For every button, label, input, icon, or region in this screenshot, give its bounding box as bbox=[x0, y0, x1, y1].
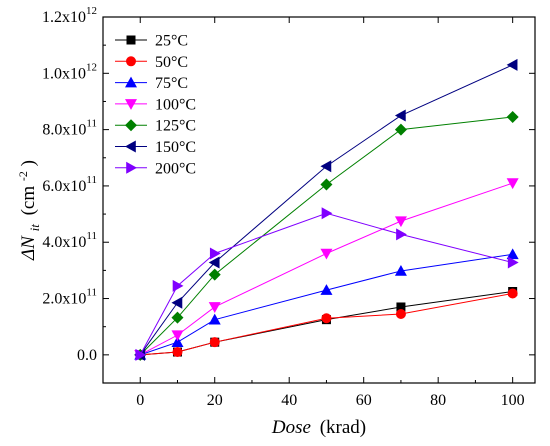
legend-item: 75°C bbox=[115, 75, 188, 92]
marker-triangle-up bbox=[320, 284, 333, 295]
marker-diamond bbox=[208, 268, 221, 281]
x-axis-title-unit: (krad) bbox=[320, 417, 366, 438]
legend-label: 25°C bbox=[155, 33, 188, 50]
x-axis-title-italic: Dose bbox=[271, 417, 311, 438]
y-tick-label: 1.0x1012 bbox=[42, 61, 97, 82]
marker-triangle-left bbox=[320, 160, 332, 173]
x-tick-label: 0 bbox=[136, 392, 144, 409]
marker-triangle-down bbox=[506, 178, 519, 190]
marker-triangle-down bbox=[125, 99, 137, 110]
series-line bbox=[140, 292, 513, 356]
series-125°C bbox=[134, 110, 519, 361]
series-line bbox=[139, 212, 513, 356]
y-axis-title-unit-post: ) bbox=[18, 160, 39, 166]
marker-triangle-right bbox=[507, 256, 519, 269]
legend-item: 200°C bbox=[115, 160, 196, 177]
marker-triangle-up bbox=[506, 248, 519, 260]
series-200°C bbox=[135, 207, 519, 361]
x-tick-label: 20 bbox=[207, 392, 223, 409]
x-axis-title: Dose (krad) bbox=[271, 417, 366, 438]
legend-label: 200°C bbox=[155, 160, 196, 177]
legend: 25°C 50°C 75°C 100°C 125°C 150°C 200°C bbox=[115, 33, 196, 177]
series-line bbox=[139, 116, 513, 356]
marker-triangle-down bbox=[320, 248, 333, 260]
marker-triangle-left bbox=[394, 109, 406, 122]
marker-triangle-down bbox=[171, 330, 184, 342]
marker-diamond bbox=[125, 119, 137, 132]
y-axis-title-sub: it bbox=[27, 224, 42, 232]
marker-triangle-up bbox=[171, 336, 184, 347]
marker-triangle-right bbox=[172, 279, 184, 292]
marker-circle bbox=[507, 288, 518, 299]
plot-frame bbox=[102, 16, 536, 384]
marker-diamond bbox=[506, 110, 519, 123]
marker-triangle-left bbox=[506, 58, 518, 71]
plot-border bbox=[102, 16, 536, 384]
marker-diamond bbox=[171, 311, 184, 324]
x-tick-label: 40 bbox=[281, 392, 297, 409]
x-tick-label: 80 bbox=[430, 392, 446, 409]
marker-triangle-down bbox=[208, 302, 221, 313]
marker-diamond bbox=[394, 123, 407, 136]
series-150°C bbox=[134, 58, 518, 361]
marker-triangle-left bbox=[125, 140, 136, 153]
x-axis: 0 20 40 60 80 100 bbox=[136, 17, 525, 409]
legend-item: 150°C bbox=[115, 139, 196, 156]
marker-circle bbox=[321, 313, 332, 324]
marker-triangle-up bbox=[208, 313, 221, 325]
marker-triangle-left bbox=[208, 256, 220, 269]
series-line bbox=[140, 182, 513, 356]
marker-circle bbox=[126, 56, 136, 67]
marker-triangle-right bbox=[126, 161, 137, 174]
legend-label: 50°C bbox=[155, 54, 188, 71]
y-tick-label: 6.0x1011 bbox=[42, 174, 97, 195]
marker-square bbox=[126, 35, 136, 45]
series-75°C bbox=[134, 248, 519, 360]
y-tick-label: 4.0x1011 bbox=[42, 230, 97, 251]
x-tick-label: 100 bbox=[501, 392, 525, 409]
marker-circle bbox=[172, 347, 183, 358]
legend-label: 125°C bbox=[155, 118, 196, 135]
y-axis: 0.0 2.0x1011 4.0x1011 6.0x1011 8.0x1011 1.0x1… bbox=[42, 5, 535, 364]
legend-label: 75°C bbox=[155, 75, 188, 92]
series-layer bbox=[134, 58, 519, 361]
series-line bbox=[140, 253, 513, 356]
marker-triangle-right bbox=[396, 228, 407, 241]
marker-triangle-right bbox=[321, 207, 333, 220]
legend-label: 150°C bbox=[155, 139, 196, 156]
marker-square bbox=[396, 302, 406, 312]
x-tick-label: 60 bbox=[356, 392, 372, 409]
marker-triangle-right bbox=[135, 348, 147, 361]
y-axis-title-symbol: ΔN bbox=[18, 235, 39, 261]
marker-triangle-up bbox=[125, 76, 137, 88]
marker-triangle-left bbox=[171, 296, 183, 309]
y-tick-label: 0.0 bbox=[77, 347, 97, 364]
y-axis-title: ΔN it (cm -2 ) bbox=[11, 160, 44, 261]
marker-circle bbox=[209, 337, 220, 348]
y-tick-label: 2.0x1011 bbox=[42, 287, 97, 308]
marker-triangle-up bbox=[394, 264, 407, 276]
y-tick-label: 8.0x1011 bbox=[42, 118, 97, 139]
y-axis-title-unit-sup: -2 bbox=[16, 171, 30, 181]
series-line bbox=[139, 64, 513, 356]
marker-diamond bbox=[320, 178, 333, 191]
marker-triangle-right bbox=[209, 247, 221, 260]
marker-triangle-down bbox=[394, 216, 407, 228]
legend-item: 100°C bbox=[115, 96, 196, 113]
legend-item: 25°C bbox=[115, 33, 188, 50]
marker-circle bbox=[395, 309, 406, 320]
y-axis-title-unit-pre: (cm bbox=[18, 186, 39, 216]
legend-item: 50°C bbox=[115, 54, 188, 71]
legend-item: 125°C bbox=[115, 118, 196, 135]
legend-label: 100°C bbox=[155, 96, 196, 113]
y-tick-label: 1.2x1012 bbox=[42, 5, 97, 26]
